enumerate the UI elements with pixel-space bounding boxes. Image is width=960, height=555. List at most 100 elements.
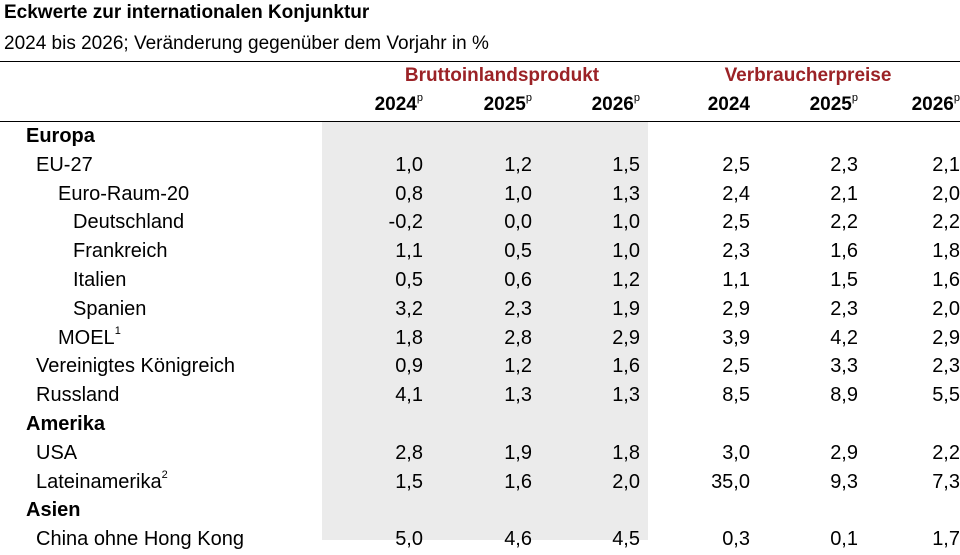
- value-cell: 1,5: [830, 269, 858, 291]
- row-label-text: Vereinigtes Königreich: [36, 355, 236, 378]
- table-row: Vereinigtes Königreich 0,9 1,2 1,6 2,5 3,3 2,3: [0, 353, 960, 382]
- row-label-text: EU-27: [36, 153, 93, 176]
- row-label-text: Asien: [26, 499, 81, 522]
- value-cell: 1,6: [830, 240, 858, 263]
- value-cell: 0,0: [504, 211, 532, 234]
- value-cell: 2,3: [504, 297, 532, 320]
- year-label: 2026: [911, 94, 954, 115]
- table-row: Euro-Raum-20 0,8 1,0 1,3 2,4 2,1 2,0: [0, 181, 960, 210]
- value-cell: 1,0: [395, 153, 423, 176]
- value-cell: 3,0: [722, 441, 750, 464]
- value-cell: 2,0: [932, 297, 960, 320]
- value-cell: 5,5: [932, 384, 960, 407]
- row-label-text: Lateinamerika: [36, 470, 162, 493]
- gdp-column-shading: [322, 122, 648, 540]
- row-label-text: Deutschland: [73, 211, 185, 234]
- value-cell: 0,5: [395, 269, 423, 291]
- value-cell: 1,6: [932, 269, 960, 291]
- year-footnote-marker: p: [416, 92, 423, 104]
- value-cell: 2,2: [830, 211, 858, 234]
- header-bottom-rule: [0, 121, 960, 122]
- row-label: Spanien: [73, 298, 146, 321]
- value-cell: 2,3: [932, 355, 960, 378]
- row-label: Deutschland: [73, 211, 184, 234]
- footnote-marker: 1: [114, 324, 121, 337]
- value-cell: 3,2: [395, 297, 423, 320]
- value-cell: 2,9: [830, 441, 858, 464]
- year-label: 2026: [591, 94, 634, 115]
- header-top-rule: [0, 61, 960, 62]
- year-header-2: 2026p: [554, 92, 640, 118]
- row-label: Amerika: [26, 413, 105, 436]
- row-label-text: Italien: [73, 269, 127, 291]
- row-label-text: Euro-Raum-20: [58, 182, 190, 205]
- table-row: Deutschland -0,2 0,0 1,0 2,5 2,2 2,2: [0, 209, 960, 238]
- row-label: Italien: [73, 269, 126, 292]
- row-label: MOEL1: [58, 324, 121, 350]
- value-cell: 7,3: [932, 470, 960, 493]
- region-header-row: Asien: [0, 497, 960, 526]
- year-label: 2025: [809, 94, 852, 115]
- group-header-gdp: Bruttoinlandsprodukt: [404, 65, 600, 86]
- year-header-0: 2024p: [337, 92, 423, 118]
- value-cell: 1,0: [612, 240, 640, 263]
- table-row: Russland 4,1 1,3 1,3 8,5 8,9 5,5: [0, 382, 960, 411]
- value-cell: 2,8: [395, 441, 423, 464]
- value-cell: 2,2: [932, 441, 960, 464]
- table-row: Italien 0,5 0,6 1,2 1,1 1,5 1,6: [0, 267, 960, 296]
- value-cell: 1,3: [504, 384, 532, 407]
- year-footnote-marker: p: [953, 92, 960, 104]
- value-cell: 2,4: [722, 182, 750, 205]
- group-header-cpi: Verbraucherpreise: [724, 65, 892, 86]
- value-cell: 1,2: [612, 269, 640, 291]
- value-cell: 4,2: [830, 326, 858, 349]
- year-footnote-marker: p: [633, 92, 640, 104]
- table-row: China ohne Hong Kong 5,0 4,6 4,5 0,3 0,1 1,7: [0, 526, 960, 555]
- year-header-1: 2025p: [446, 92, 532, 118]
- value-cell: 2,1: [932, 153, 960, 176]
- value-cell: 3,9: [722, 326, 750, 349]
- value-cell: 2,5: [722, 211, 750, 234]
- value-cell: 1,6: [504, 470, 532, 493]
- value-cell: 1,3: [612, 384, 640, 407]
- value-cell: 2,9: [932, 326, 960, 349]
- row-label: Asien: [26, 499, 80, 522]
- value-cell: 35,0: [711, 470, 750, 493]
- row-label: Vereinigtes Königreich: [36, 355, 235, 378]
- year-label: 2025: [483, 94, 526, 115]
- row-label: EU-27: [36, 154, 93, 177]
- value-cell: 1,5: [395, 470, 423, 493]
- value-cell: 2,9: [722, 297, 750, 320]
- row-label-text: MOEL: [58, 326, 115, 349]
- region-header-row: Amerika: [0, 411, 960, 440]
- value-cell: 2,0: [612, 470, 640, 493]
- row-label-text: Amerika: [26, 413, 105, 435]
- row-label-text: Frankreich: [73, 240, 168, 263]
- value-cell: 1,6: [612, 355, 640, 378]
- value-cell: 8,9: [830, 384, 858, 407]
- table-row: USA 2,8 1,9 1,8 3,0 2,9 2,2: [0, 440, 960, 469]
- value-cell: 1,8: [612, 441, 640, 464]
- year-label: 2024: [374, 94, 417, 115]
- value-cell: 1,1: [722, 269, 750, 291]
- value-cell: 2,0: [932, 182, 960, 205]
- value-cell: 2,8: [504, 326, 532, 349]
- year-header-4: 2025p: [772, 92, 858, 118]
- value-cell: 3,3: [830, 355, 858, 378]
- row-label: Euro-Raum-20: [58, 183, 189, 206]
- region-header-row: Europa: [0, 123, 960, 152]
- value-cell: 2,1: [830, 182, 858, 205]
- year-footnote-marker: p: [525, 92, 532, 104]
- row-label: Europa: [26, 125, 95, 148]
- value-cell: 0,9: [395, 355, 423, 378]
- row-label-text: Spanien: [73, 297, 147, 320]
- year-label: 2024: [707, 94, 750, 115]
- row-label-text: China ohne Hong Kong: [36, 528, 244, 551]
- value-cell: 1,2: [504, 355, 532, 378]
- value-cell: 1,5: [612, 153, 640, 176]
- table-subtitle: 2024 bis 2026; Veränderung gegenüber dem…: [4, 33, 489, 54]
- value-cell: 0,5: [504, 240, 532, 263]
- value-cell: 1,9: [612, 297, 640, 320]
- value-cell: 1,2: [504, 153, 532, 176]
- value-cell: 8,5: [722, 384, 750, 407]
